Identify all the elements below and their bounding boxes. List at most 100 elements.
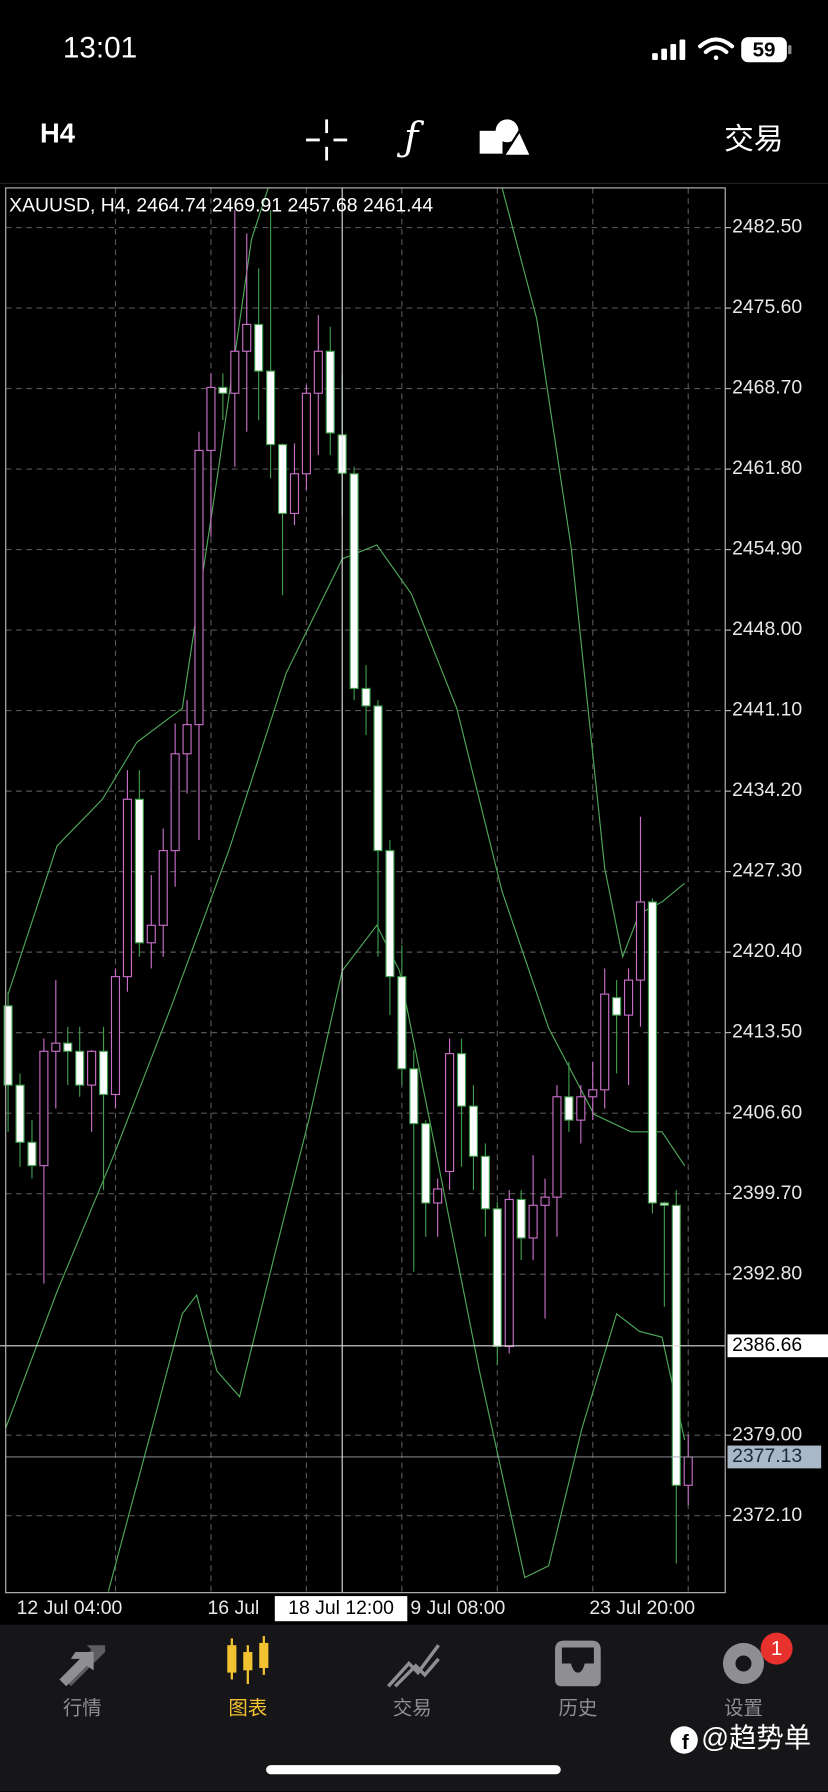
candle-body [63,1042,73,1052]
signal-icon [652,39,686,61]
trade-icon[interactable] [387,1644,440,1688]
chart [0,187,731,1593]
x-tick-label: 23 Jul 20:00 [589,1597,695,1619]
y-tick-label: 2427.30 [732,860,802,882]
candle-body [170,753,180,852]
battery-tip [788,45,792,55]
y-tick-label: 2399.70 [732,1182,802,1204]
candle-body [75,1050,85,1086]
candle-body [588,1089,598,1098]
y-tick-label: 2482.50 [732,216,802,238]
band-line [5,544,686,1429]
trade-button[interactable]: 交易 [724,123,783,156]
candle-body [445,1053,455,1173]
candle-body [289,473,300,515]
candle-body [361,687,371,707]
y-tick-label: 2420.40 [732,940,802,962]
candle-body [158,850,168,926]
candle-body [612,997,622,1016]
last-price-label: 2377.13 [732,1445,802,1467]
y-tick-label: 2379.00 [732,1423,802,1445]
badge-count: 1 [771,1637,782,1660]
y-tick-label: 2468.70 [732,377,802,399]
y-tick-label: 2454.90 [732,538,802,560]
candle-body [516,1198,526,1239]
y-tick-label: 2441.10 [732,699,802,721]
chart-frame [5,187,726,1594]
time: 13:01 [63,32,137,65]
candle-body [623,979,634,1016]
candle-body [373,705,383,852]
candle-body [600,993,610,1091]
y-tick-label: 2372.10 [732,1504,802,1526]
band-line [7,187,686,995]
candle-body [242,323,252,352]
y-tick-label: 2413.50 [732,1021,802,1043]
tab-bar [0,1624,828,1792]
tab-label[interactable]: 图表 [228,1697,267,1719]
candle-body [349,473,359,690]
candle-body [134,798,144,944]
crosshair-button[interactable] [306,119,348,161]
x-tick-label: 9 Jul 08:00 [410,1597,505,1619]
y-tick-label: 2434.20 [732,779,802,801]
candle-body [504,1198,514,1348]
timeframe-button[interactable]: H4 [40,118,76,149]
settings-icon[interactable] [722,1642,765,1685]
tab-label[interactable]: 设置 [724,1697,763,1719]
candle-body [421,1123,431,1204]
candle-body [218,386,228,394]
wifi-icon [698,37,735,61]
history-icon[interactable] [555,1640,601,1687]
candle-body [182,724,192,755]
candle-body [15,1084,25,1143]
candle-body [27,1141,37,1167]
tab-icons [59,1636,765,1688]
y-tick-label: 2392.80 [732,1262,802,1284]
y-tick-label: 2475.60 [732,296,802,318]
candle-body [409,1068,419,1125]
tab-label[interactable]: 交易 [393,1697,432,1719]
candle-body [98,1050,109,1096]
candle-body [528,1204,538,1239]
objects-button[interactable] [479,119,533,158]
band-line [107,924,686,1592]
y-tick-label: 2461.80 [732,457,802,479]
candle-body [313,350,323,394]
candle-body [659,1202,669,1206]
chart-title: XAUUSD, H4, 2464.74 2469.91 2457.68 2461… [9,194,433,216]
candle-body [325,350,335,434]
candle-body [468,1105,479,1157]
badge [760,1632,793,1665]
candle-body [39,1050,49,1167]
tab-label[interactable]: 历史 [558,1697,597,1719]
quotes-icon[interactable] [59,1645,106,1687]
svg-text:f: f [682,1731,689,1754]
candle-body [492,1208,502,1348]
candle-body [397,976,407,1070]
candle-body [635,901,646,981]
chart-icon[interactable] [227,1636,269,1685]
candle-body [230,350,240,394]
candle-body [647,901,657,1204]
last-price-box [727,1445,822,1469]
home-indicator [266,1765,561,1775]
candle-body [3,1005,13,1086]
indicator-button[interactable]: ƒ [396,115,425,160]
candle-body [87,1050,97,1086]
candle-body [301,392,311,475]
candle-body [51,1042,61,1052]
battery-level: 59 [753,38,776,61]
crosshair-time-box [274,1596,408,1622]
candle-body [266,370,276,446]
candle-body [564,1096,574,1121]
candle-body [206,386,216,452]
candle-body [146,924,156,944]
x-tick-label: 16 Jul [208,1597,260,1619]
x-tick-label: 12 Jul 04:00 [17,1597,123,1619]
candle-body [552,1096,562,1198]
tab-label[interactable]: 行情 [63,1697,102,1719]
candle-body [385,850,395,978]
y-tick-label: 2406.60 [732,1101,802,1123]
